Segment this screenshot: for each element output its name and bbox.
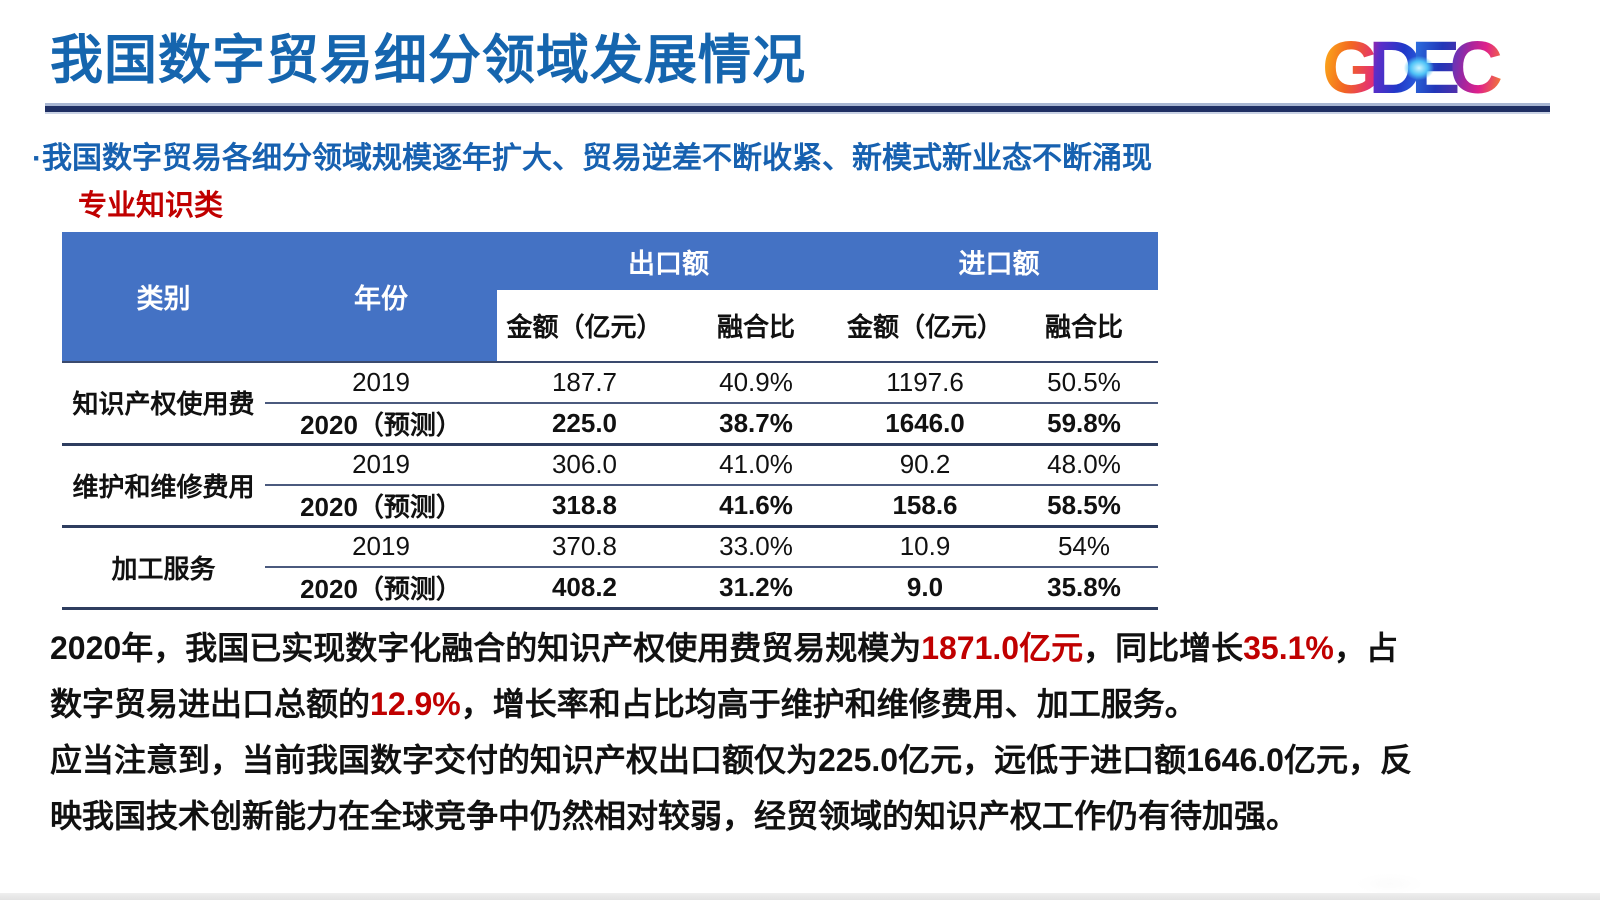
import-amount-cell: 10.9 (840, 526, 1010, 568)
section-label: 专业知识类 (78, 190, 224, 222)
col-header-export-amount: 金额（亿元） (497, 290, 672, 363)
year-cell: 2020（预测） (265, 485, 497, 528)
table-row: 维护和维修费用 2019 306.0 41.0% 90.2 48.0% (62, 444, 1158, 528)
analysis-text: 应当注意到，当前我国数字交付的知识产权出口额仅为225.0亿元，远低于进口额16… (50, 742, 1412, 778)
import-ratio-cell: 59.8% (1010, 403, 1158, 446)
divider-band-navy (45, 106, 1550, 112)
import-amount-cell: 9.0 (840, 567, 1010, 610)
analysis-text: 2020年，我国已实现数字化融合的知识产权使用费贸易规模为 (50, 630, 922, 666)
export-amount-cell: 225.0 (497, 403, 672, 446)
export-ratio-cell: 33.0% (672, 526, 840, 568)
bottom-edge-strip (0, 893, 1600, 900)
slide-corner-highlight (1358, 874, 1422, 894)
import-ratio-cell: 50.5% (1010, 362, 1158, 404)
export-amount-cell: 306.0 (497, 444, 672, 486)
export-amount-cell: 370.8 (497, 526, 672, 568)
table-row: 知识产权使用费 2019 187.7 40.9% 1197.6 50.5% (62, 362, 1158, 446)
page-title: 我国数字贸易细分领域发展情况 (50, 31, 806, 90)
import-ratio-cell: 58.5% (1010, 485, 1158, 528)
table-row: 2020（预测） 225.0 38.7% 1646.0 59.8% (62, 403, 1158, 446)
category-cell: 加工服务 (62, 526, 265, 610)
col-header-import-group: 进口额 (840, 232, 1158, 290)
year-cell: 2019 (265, 362, 497, 404)
analysis-text: ，占 (1333, 630, 1398, 666)
analysis-line: 数字贸易进出口总额的12.9%，增长率和占比均高于维护和维修费用、加工服务。 (50, 676, 1580, 732)
year-cell: 2019 (265, 526, 497, 568)
highlight-value: 35.1% (1243, 630, 1334, 666)
export-ratio-cell: 41.0% (672, 444, 840, 486)
import-ratio-cell: 35.8% (1010, 567, 1158, 610)
year-cell: 2019 (265, 444, 497, 486)
analysis-paragraphs: 2020年，我国已实现数字化融合的知识产权使用费贸易规模为1871.0亿元，同比… (50, 620, 1580, 844)
category-cell: 知识产权使用费 (62, 362, 265, 446)
year-cell: 2020（预测） (265, 567, 497, 610)
import-amount-cell: 1197.6 (840, 362, 1010, 404)
analysis-line: 2020年，我国已实现数字化融合的知识产权使用费贸易规模为1871.0亿元，同比… (50, 620, 1580, 676)
analysis-text: ，同比增长 (1083, 630, 1244, 666)
logo-letter-c: C (1449, 26, 1503, 109)
divider-band-light-bottom (45, 112, 1550, 114)
export-amount-cell: 318.8 (497, 485, 672, 528)
analysis-line: 映我国技术创新能力在全球竞争中仍然相对较弱，经贸领域的知识产权工作仍有待加强。 (50, 788, 1580, 844)
highlight-value: 12.9% (370, 686, 461, 722)
col-header-import-amount: 金额（亿元） (840, 290, 1010, 363)
col-header-export-group: 出口额 (497, 232, 840, 290)
bullet-headline: ·我国数字贸易各细分领域规模逐年扩大、贸易逆差不断收紧、新模式新业态不断涌现 (32, 142, 1152, 175)
import-amount-cell: 1646.0 (840, 403, 1010, 446)
import-ratio-cell: 48.0% (1010, 444, 1158, 486)
export-ratio-cell: 40.9% (672, 362, 840, 404)
logo-letter-g: G (1322, 26, 1380, 109)
import-ratio-cell: 54% (1010, 526, 1158, 568)
col-header-export-ratio: 融合比 (672, 290, 840, 363)
export-ratio-cell: 41.6% (672, 485, 840, 528)
category-cell: 维护和维修费用 (62, 444, 265, 528)
export-ratio-cell: 31.2% (672, 567, 840, 610)
divider-band-light (45, 103, 1550, 106)
analysis-text: 数字贸易进出口总额的 (50, 686, 371, 722)
table-row: 加工服务 2019 370.8 33.0% 10.9 54% (62, 526, 1158, 610)
col-header-import-ratio: 融合比 (1010, 290, 1158, 363)
col-header-category: 类别 (62, 232, 265, 363)
col-header-year: 年份 (265, 232, 497, 363)
table-header-row-2: 金额（亿元） 融合比 金额（亿元） 融合比 (62, 290, 1158, 363)
highlight-value: 1871.0亿元 (921, 630, 1084, 666)
export-ratio-cell: 38.7% (672, 403, 840, 446)
import-amount-cell: 90.2 (840, 444, 1010, 486)
export-amount-cell: 187.7 (497, 362, 672, 404)
table-row: 2020（预测） 318.8 41.6% 158.6 58.5% (62, 485, 1158, 528)
year-cell: 2020（预测） (265, 403, 497, 446)
title-divider (45, 103, 1550, 114)
table-row: 2020（预测） 408.2 31.2% 9.0 35.8% (62, 567, 1158, 610)
import-amount-cell: 158.6 (840, 485, 1010, 528)
trade-data-table: 类别 年份 出口额 进口额 金额（亿元） 融合比 金额（亿元） 融合比 知识产权… (62, 232, 1158, 610)
table-header-row-1: 类别 年份 出口额 进口额 (62, 232, 1158, 363)
analysis-text: 映我国技术创新能力在全球竞争中仍然相对较弱，经贸领域的知识产权工作仍有待加强。 (50, 798, 1299, 834)
analysis-line: 应当注意到，当前我国数字交付的知识产权出口额仅为225.0亿元，远低于进口额16… (50, 732, 1580, 788)
export-amount-cell: 408.2 (497, 567, 672, 610)
analysis-text: ，增长率和占比均高于维护和维修费用、加工服务。 (460, 686, 1197, 722)
